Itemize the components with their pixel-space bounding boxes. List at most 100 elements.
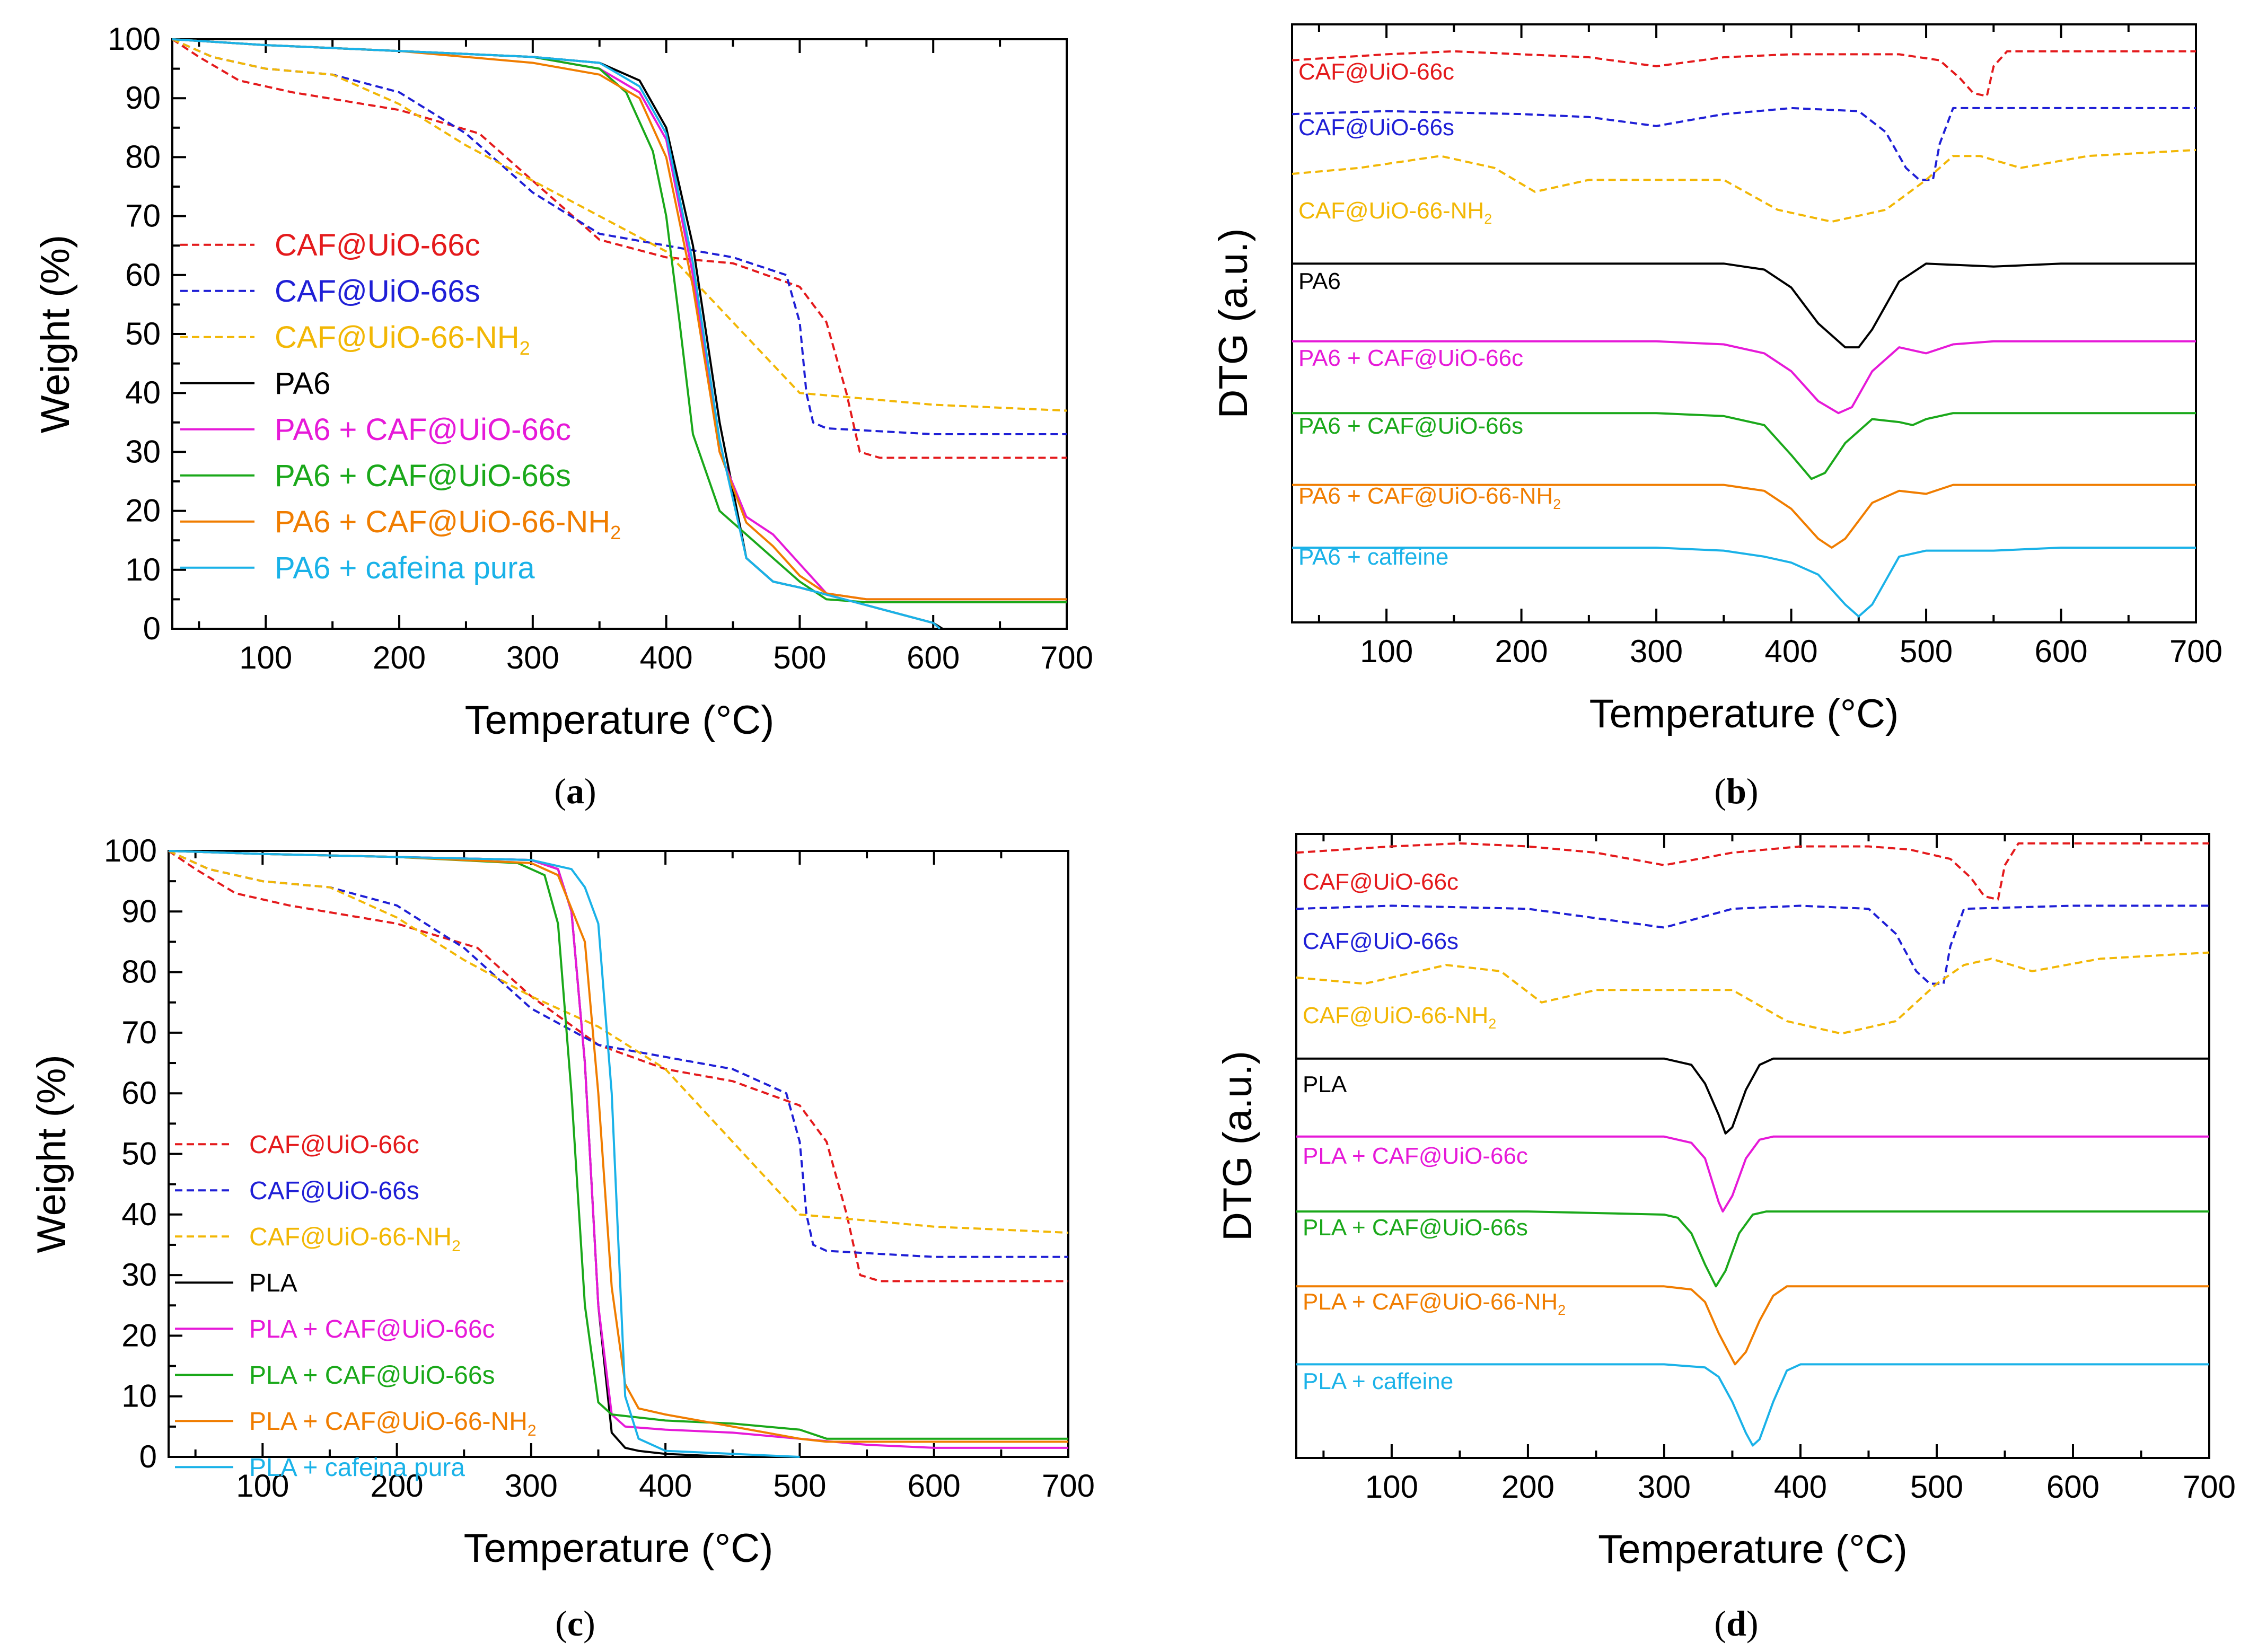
series-inline-label: CAF@UiO-66c (1303, 869, 1459, 895)
x-tick-label: 600 (908, 1468, 961, 1504)
x-tick-label: 700 (1042, 1468, 1095, 1504)
series-inline-label: PA6 + CAF@UiO-66s (1298, 413, 1523, 439)
y-tick-label: 40 (125, 375, 161, 410)
y-tick-label: 10 (125, 552, 161, 587)
x-tick-label: 200 (373, 640, 426, 675)
series-line-6 (1296, 1210, 2209, 1288)
series-inline-label: PLA + CAF@UiO-66s (1303, 1215, 1528, 1241)
x-tick-label: 500 (773, 1468, 826, 1504)
legend-label: CAF@UiO-66s (249, 1177, 419, 1205)
legend-label: PLA + CAF@UiO-66-NH2 (249, 1408, 537, 1439)
x-tick-label: 700 (2169, 634, 2222, 669)
legend-label: CAF@UiO-66c (275, 228, 480, 262)
series-line-7 (168, 850, 1068, 1443)
series-line-7 (1292, 484, 2196, 549)
legend: CAF@UiO-66c CAF@UiO-66s CAF@UiO-66-NH2 PLA P… (175, 1131, 537, 1482)
series-inline-label: CAF@UiO-66-NH2 (1303, 1003, 1496, 1032)
y-axis-title: DTG (a.u.) (1215, 1051, 1260, 1241)
series-line-8 (1292, 547, 2196, 618)
legend: CAF@UiO-66c CAF@UiO-66s CAF@UiO-66-NH2 PA6 P… (180, 228, 621, 585)
series-line-4 (1296, 1057, 2209, 1135)
y-tick-label: 0 (143, 611, 161, 646)
x-tick-label: 600 (907, 640, 960, 675)
series-inline-label: PLA + CAF@UiO-66c (1303, 1143, 1528, 1169)
series-line-5 (1296, 1135, 2209, 1213)
x-tick-label: 200 (1501, 1469, 1554, 1505)
legend-label: CAF@UiO-66c (249, 1131, 419, 1159)
y-tick-label: 20 (125, 493, 161, 529)
legend-label: PA6 + CAF@UiO-66s (275, 459, 571, 493)
legend-label: CAF@UiO-66-NH2 (275, 320, 530, 359)
panel-caption: (c) (555, 1603, 595, 1644)
legend-label: CAF@UiO-66-NH2 (249, 1223, 461, 1255)
series-line-7 (172, 38, 1067, 601)
legend-label: PA6 + CAF@UiO-66c (275, 412, 571, 447)
x-tick-label: 500 (1900, 634, 1953, 669)
series-line-1 (168, 850, 1068, 1282)
panel-caption: (a) (554, 771, 596, 811)
x-tick-label: 100 (236, 1468, 289, 1504)
y-tick-label: 30 (121, 1257, 157, 1293)
x-tick-label: 300 (1638, 1469, 1691, 1505)
y-tick-label: 90 (125, 80, 161, 116)
y-tick-label: 20 (121, 1317, 157, 1353)
series-inline-label: PA6 + caffeine (1298, 544, 1448, 570)
x-tick-label: 100 (1365, 1469, 1418, 1505)
x-axis-title: Temperature (°C) (1598, 1527, 1908, 1572)
y-tick-label: 50 (121, 1136, 157, 1172)
panel-b-chart: 100 200 300 400 500 600 700 Temperature (°C) DTG… (1211, 23, 2222, 811)
x-axis-title: Temperature (°C) (464, 1526, 774, 1571)
series-inline-label: PLA + CAF@UiO-66-NH2 (1303, 1289, 1566, 1318)
y-tick-label: 40 (121, 1197, 157, 1232)
series-line-4 (1292, 262, 2196, 349)
y-tick-label: 10 (121, 1378, 157, 1414)
x-tick-label: 700 (2183, 1469, 2236, 1505)
series-line-1 (1296, 842, 2209, 901)
y-tick-label: 100 (108, 21, 161, 57)
legend-label: PLA + CAF@UiO-66s (249, 1361, 495, 1390)
x-tick-label: 600 (2034, 634, 2087, 669)
series-inline-label: CAF@UiO-66c (1298, 59, 1454, 85)
series-inline-label: CAF@UiO-66-NH2 (1298, 198, 1492, 227)
y-tick-label: 70 (121, 1015, 157, 1050)
plot-frame (1291, 23, 2197, 623)
series-inline-label: CAF@UiO-66s (1303, 928, 1459, 954)
y-tick-label: 100 (104, 833, 157, 868)
series-line-1 (1292, 50, 2196, 98)
x-tick-label: 400 (639, 1468, 692, 1504)
series-line-8 (172, 38, 941, 630)
legend-label: PLA (249, 1269, 297, 1297)
x-axis-title: Temperature (°C) (1589, 691, 1899, 736)
series-line-8 (1296, 1363, 2209, 1447)
legend-label: PA6 + cafeina pura (275, 551, 535, 585)
legend-label: PA6 + CAF@UiO-66-NH2 (275, 505, 621, 543)
series-line-3 (1296, 951, 2210, 1035)
y-tick-label: 60 (121, 1075, 157, 1111)
series-inline-label: PA6 (1298, 268, 1341, 294)
series-line-8 (168, 850, 800, 1458)
series-line-2 (1292, 107, 2196, 181)
x-tick-label: 400 (1774, 1469, 1827, 1505)
series-line-5 (1292, 340, 2196, 415)
legend-label: CAF@UiO-66s (275, 274, 480, 309)
x-tick-label: 200 (1495, 634, 1548, 669)
legend-label: PA6 (275, 366, 330, 401)
series-line-3 (168, 850, 1069, 1234)
x-tick-label: 300 (506, 640, 559, 675)
y-axis-title: Weight (%) (29, 1055, 74, 1253)
panel-c-chart: 100 200 300 400 500 600 700 0 10 20 30 40 50 60 70 80 90… (29, 833, 1095, 1644)
series-inline-label: PA6 + CAF@UiO-66-NH2 (1298, 483, 1561, 512)
x-tick-label: 200 (371, 1468, 424, 1504)
y-axis-title: Weight (%) (33, 235, 78, 433)
y-tick-label: 60 (125, 257, 161, 293)
y-tick-label: 80 (125, 139, 161, 174)
y-tick-label: 30 (125, 434, 161, 469)
x-axis-title: Temperature (°C) (465, 698, 775, 743)
panel-caption: (d) (1714, 1603, 1758, 1644)
series-inline-label: PLA (1303, 1071, 1347, 1097)
series-line-3 (172, 38, 1067, 412)
series-line-6 (1292, 412, 2196, 480)
legend-label: PLA + CAF@UiO-66c (249, 1315, 495, 1343)
x-tick-label: 400 (640, 640, 693, 675)
